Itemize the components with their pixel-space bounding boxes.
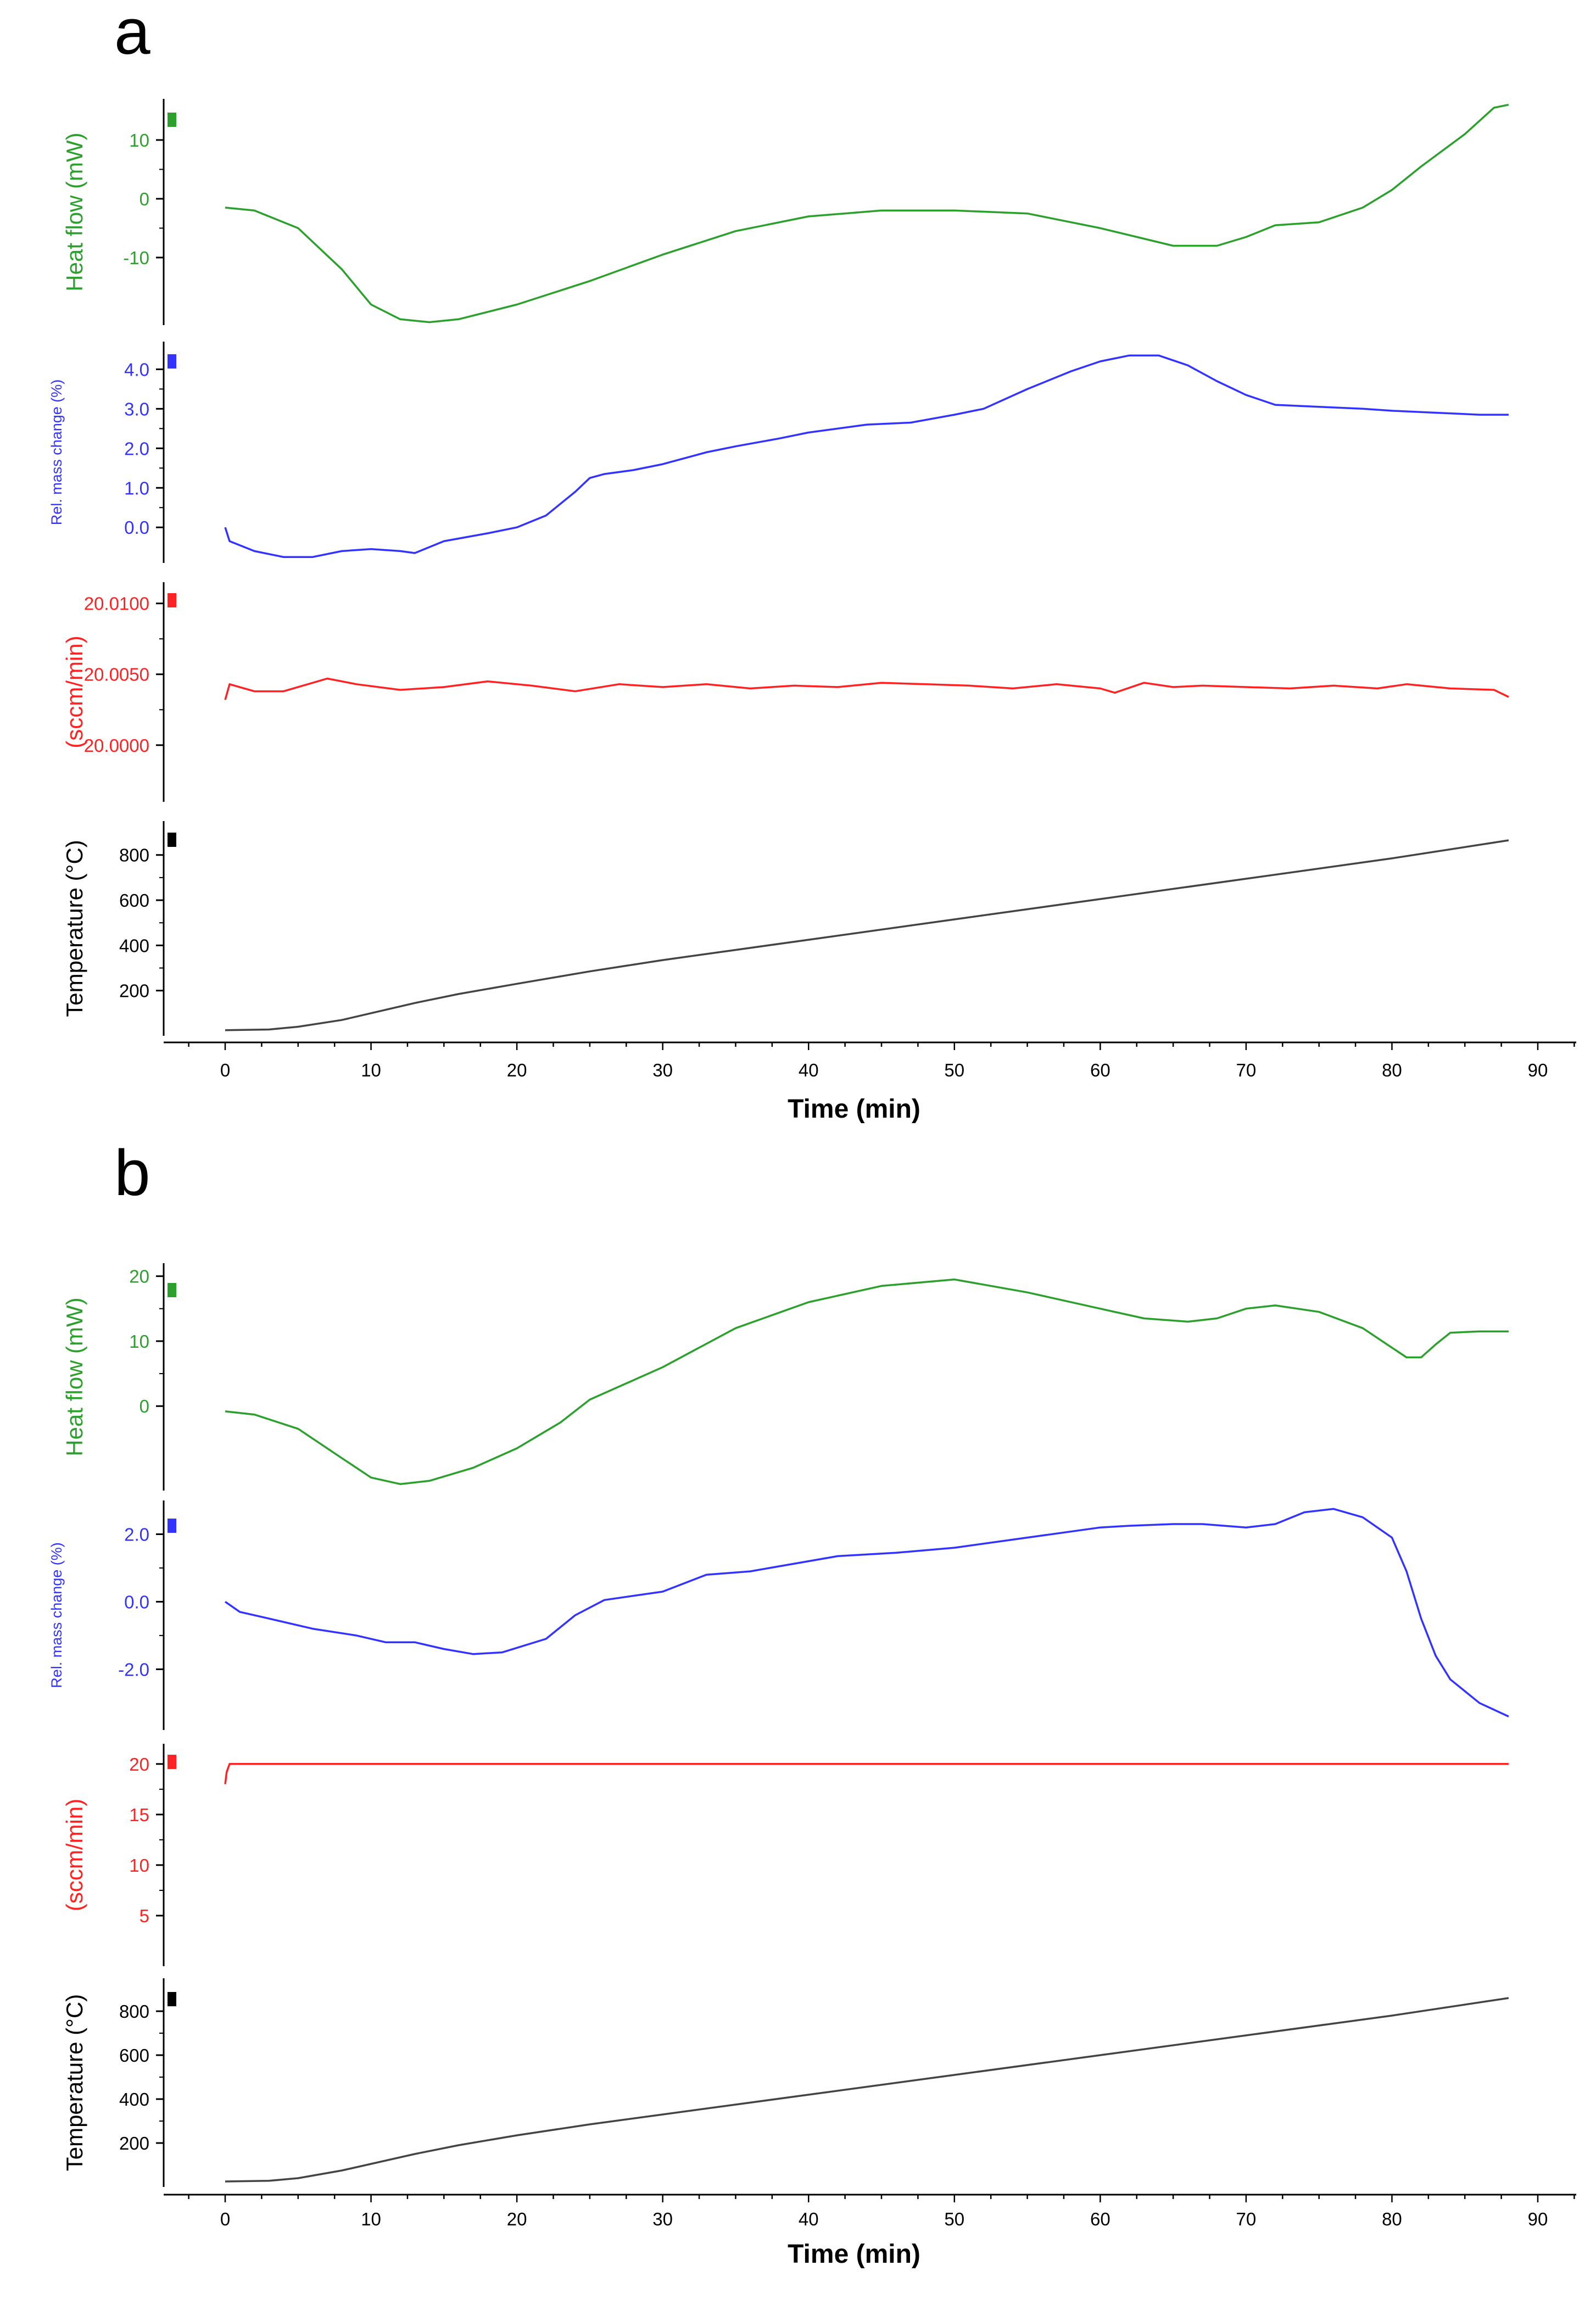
y-tick-label: 20.0000 bbox=[84, 735, 149, 756]
y-tick-label: 600 bbox=[119, 2045, 149, 2066]
y-axis-label-mass: Rel. mass change (%) bbox=[48, 1542, 65, 1688]
subplot-temp: 800 600 400 200 Temperature (°C) bbox=[62, 821, 1509, 1036]
x-axis: 0 10 20 30 40 50 60 70 80 90 Time (min) bbox=[164, 2194, 1576, 2269]
panel-a-chart: 10 0 -10 Heat flow (mW) 4.0 3.0 2.0 1.0 0.0 Rel. … bbox=[48, 99, 1576, 1124]
y-tick-label: 10 bbox=[129, 130, 149, 150]
y-tick-label: 0.0 bbox=[124, 1592, 149, 1612]
y-tick-label: 2.0 bbox=[124, 1524, 149, 1544]
y-axis-label-temp: Temperature (°C) bbox=[62, 1994, 87, 2172]
y-tick-label: 5 bbox=[139, 1906, 149, 1926]
x-tick-label: 30 bbox=[652, 1060, 673, 1080]
series-color-marker bbox=[168, 1992, 176, 2006]
y-tick-label: 3.0 bbox=[124, 399, 149, 419]
y-tick-label: 0 bbox=[139, 1396, 149, 1416]
y-tick-label: 2.0 bbox=[124, 438, 149, 459]
y-axis-label-heat: Heat flow (mW) bbox=[62, 132, 87, 291]
x-tick-label: 10 bbox=[361, 1060, 381, 1080]
panel-label-a: a bbox=[114, 0, 150, 68]
y-tick-label: 20.0100 bbox=[84, 594, 149, 614]
x-tick-label: 60 bbox=[1090, 2209, 1110, 2229]
series-color-marker bbox=[168, 1519, 176, 1533]
series-color-marker bbox=[168, 354, 176, 369]
y-tick-label: 600 bbox=[119, 890, 149, 911]
series-color-marker bbox=[168, 113, 176, 127]
y-tick-label: 0 bbox=[139, 189, 149, 209]
x-tick-label: 40 bbox=[799, 2209, 819, 2229]
series-line-temp bbox=[225, 839, 1509, 1031]
subplot-heat: 20 10 0 Heat flow (mW) bbox=[62, 1263, 1509, 1491]
series-color-marker bbox=[168, 833, 176, 847]
y-tick-label: 200 bbox=[119, 981, 149, 1001]
panel-label-b: b bbox=[114, 1137, 150, 1209]
y-tick-label: 400 bbox=[119, 2089, 149, 2110]
x-tick-label: 50 bbox=[944, 1060, 964, 1080]
y-tick-label: 1.0 bbox=[124, 478, 149, 498]
x-tick-label: 90 bbox=[1528, 1060, 1548, 1080]
y-tick-label: 15 bbox=[129, 1805, 149, 1825]
y-tick-label: 10 bbox=[129, 1855, 149, 1876]
subplot-temp: 800 600 400 200 Temperature (°C) bbox=[62, 1978, 1509, 2187]
y-axis-label-flow: (sccm/min) bbox=[62, 635, 87, 748]
subplot-mass: 2.0 0.0 -2.0 Rel. mass change (%) bbox=[48, 1500, 1509, 1730]
x-tick-label: 0 bbox=[220, 1060, 230, 1080]
x-axis-label: Time (min) bbox=[788, 2240, 920, 2269]
series-line-mass bbox=[224, 354, 1509, 558]
x-tick-label: 80 bbox=[1382, 2209, 1402, 2229]
series-color-marker bbox=[168, 1755, 176, 1769]
x-tick-label: 90 bbox=[1528, 2209, 1548, 2229]
x-axis-label: Time (min) bbox=[788, 1095, 920, 1124]
x-tick-label: 50 bbox=[944, 2209, 964, 2229]
y-tick-label: 10 bbox=[129, 1331, 149, 1352]
y-tick-label: 0.0 bbox=[124, 517, 149, 538]
x-axis: 0 10 20 30 40 50 60 70 80 90 Time (min) bbox=[164, 1041, 1576, 1124]
series-line-mass bbox=[225, 1508, 1509, 1717]
y-tick-label: 800 bbox=[119, 2001, 149, 2022]
y-tick-label: 200 bbox=[119, 2133, 149, 2153]
subplot-mass: 4.0 3.0 2.0 1.0 0.0 Rel. mass change (%) bbox=[48, 342, 1509, 563]
series-color-marker bbox=[168, 593, 176, 607]
series-line-flow bbox=[224, 1763, 1509, 1784]
x-tick-label: 30 bbox=[652, 2209, 673, 2229]
series-line-flow bbox=[224, 677, 1509, 700]
series-color-marker bbox=[168, 1283, 176, 1297]
x-tick-label: 20 bbox=[507, 1060, 527, 1080]
x-tick-label: 70 bbox=[1236, 1060, 1257, 1080]
x-tick-label: 70 bbox=[1236, 2209, 1257, 2229]
y-tick-label: 20.0050 bbox=[84, 665, 149, 685]
subplot-heat: 10 0 -10 Heat flow (mW) bbox=[62, 99, 1509, 325]
y-axis-label-temp: Temperature (°C) bbox=[62, 840, 87, 1017]
subplot-flow: 20 15 10 5 (sccm/min) bbox=[62, 1744, 1509, 1966]
x-tick-label: 80 bbox=[1382, 1060, 1402, 1080]
y-axis-label-heat: Heat flow (mW) bbox=[62, 1297, 87, 1456]
series-line-heat bbox=[225, 103, 1509, 323]
y-tick-label: 800 bbox=[119, 845, 149, 866]
y-tick-label: -10 bbox=[123, 248, 149, 268]
y-axis-label-mass: Rel. mass change (%) bbox=[48, 380, 65, 526]
y-tick-label: -2.0 bbox=[118, 1659, 149, 1679]
y-tick-label: 20 bbox=[129, 1754, 149, 1775]
x-tick-label: 40 bbox=[799, 1060, 819, 1080]
y-axis-label-flow: (sccm/min) bbox=[62, 1799, 87, 1911]
x-tick-label: 10 bbox=[361, 2209, 381, 2229]
y-tick-label: 20 bbox=[129, 1266, 149, 1287]
y-tick-label: 4.0 bbox=[124, 359, 149, 380]
series-line-temp bbox=[225, 1997, 1509, 2183]
panel-b-chart: 20 10 0 Heat flow (mW) 2.0 0.0 -2.0 Rel. mass c… bbox=[48, 1263, 1576, 2269]
x-tick-label: 20 bbox=[507, 2209, 527, 2229]
series-line-heat bbox=[225, 1278, 1509, 1485]
x-tick-label: 0 bbox=[220, 2209, 230, 2229]
subplot-flow: 20.0100 20.0050 20.0000(sccm/min) bbox=[62, 582, 1509, 802]
y-tick-label: 400 bbox=[119, 935, 149, 956]
x-tick-label: 60 bbox=[1090, 1060, 1110, 1080]
